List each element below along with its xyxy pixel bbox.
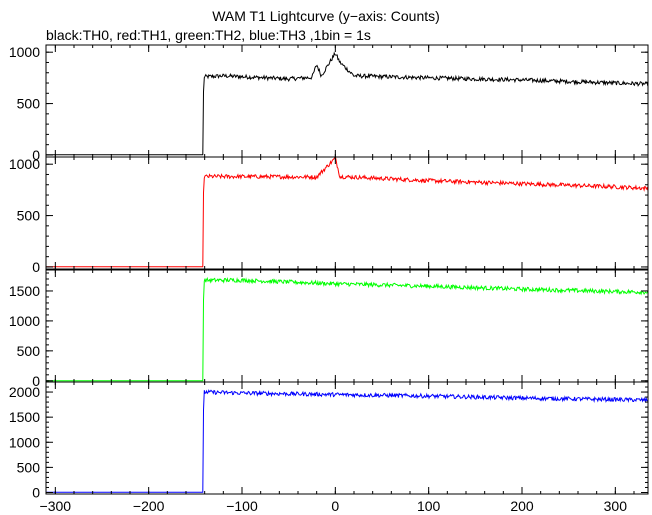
y-tick-label-th3: 1000: [9, 434, 40, 450]
x-tick-label: 0: [331, 498, 339, 514]
y-tick-label-th1: 0: [32, 259, 40, 275]
x-tick-label: −200: [133, 498, 165, 514]
y-tick-label-th1: 500: [17, 208, 41, 224]
panel-frame-th0: [45, 44, 649, 158]
lightcurve-series-th2: [46, 276, 649, 382]
chart-title: WAM T1 Lightcurve (y−axis: Counts): [212, 8, 440, 24]
x-tick-label: −300: [40, 498, 72, 514]
lightcurve-series-th3: [46, 389, 648, 493]
y-tick-label-th1: 1000: [9, 156, 40, 172]
y-tick-label-th0: 0: [32, 147, 40, 163]
panel-frame-th2: [45, 269, 649, 383]
x-tick-label: 200: [510, 498, 534, 514]
y-tick-label-th0: 500: [17, 96, 41, 112]
y-tick-label-th2: 500: [17, 343, 41, 359]
chart-subtitle: black:TH0, red:TH1, green:TH2, blue:TH3 …: [46, 27, 371, 43]
x-tick-label: 300: [604, 498, 628, 514]
x-tick-label: −100: [226, 498, 258, 514]
y-tick-label-th3: 500: [17, 459, 41, 475]
y-tick-label-th2: 0: [32, 373, 40, 389]
panel-frame-th1: [45, 156, 649, 270]
panel-frame-th3: [45, 381, 649, 495]
y-tick-label-th3: 2000: [9, 384, 40, 400]
lightcurve-series-th0: [46, 51, 649, 156]
x-tick-label: 100: [417, 498, 441, 514]
y-tick-label-th3: 1500: [9, 409, 40, 425]
y-tick-label-th0: 1000: [9, 44, 40, 60]
y-tick-label-th2: 1500: [9, 283, 40, 299]
y-tick-label-th2: 1000: [9, 313, 40, 329]
y-tick-label-th3: 0: [32, 484, 40, 500]
lightcurve-series-th1: [46, 156, 649, 268]
